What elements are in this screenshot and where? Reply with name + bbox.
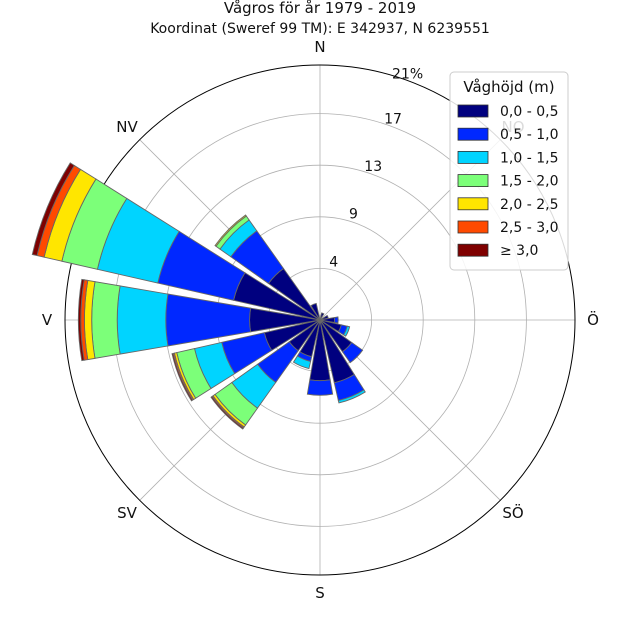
direction-label: S [315, 584, 325, 602]
rose-bar-segment [310, 302, 321, 321]
direction-label: Ö [587, 310, 599, 329]
rose-bar-segment [306, 379, 334, 396]
direction-label: V [42, 311, 53, 329]
legend-swatch [457, 197, 489, 211]
rose-bar-segment [333, 316, 339, 324]
ring-label: 9 [349, 207, 358, 223]
legend-label: 1,5 - 2,0 [500, 174, 558, 190]
ring-label: 21% [392, 66, 423, 82]
rose-bar-segment [77, 278, 85, 362]
legend-label: 2,5 - 3,0 [500, 220, 558, 236]
rose-bar-segment [31, 162, 75, 257]
legend-label: ≥ 3,0 [500, 243, 538, 259]
direction-labels: NNOÖSÖSSVVNV [42, 38, 599, 602]
direction-label: SÖ [502, 503, 523, 522]
rose-bar-segment [214, 214, 247, 247]
rose-bar-segment [292, 355, 312, 370]
legend-label: 2,0 - 2,5 [500, 197, 558, 213]
legend-swatch [457, 174, 489, 188]
legend-items: 0,0 - 0,5 0,5 - 1,0 1,0 - 1,5 1,5 - 2,0 2,0 … [457, 104, 558, 259]
ring-label: 4 [329, 254, 338, 270]
rose-bar-segment [319, 312, 325, 321]
rose-bar-segment [319, 314, 329, 321]
outer-circle [64, 64, 576, 576]
ring-labels: 4 9 13 17 21% [329, 66, 423, 270]
ring-label: 17 [384, 111, 402, 127]
rose-bar-segment [337, 389, 366, 404]
direction-label: N [314, 38, 325, 56]
rose-bar-segment [171, 352, 194, 402]
rose-bar-segment [210, 395, 245, 430]
direction-label: NV [116, 118, 138, 136]
legend-swatch [457, 127, 489, 141]
rose-bar-segment [165, 293, 252, 347]
rose-bar-segment [91, 281, 121, 359]
ring-label: 13 [364, 159, 382, 175]
legend-swatch [457, 243, 489, 257]
legend-label: 0,5 - 1,0 [500, 127, 558, 143]
legend-swatch [457, 220, 489, 234]
chart-title: Vågros för år 1979 - 2019 [224, 0, 416, 17]
rose-bar-segment [116, 285, 169, 355]
direction-label: SV [117, 504, 138, 522]
legend-swatch [457, 150, 489, 164]
legend-swatch [457, 104, 489, 118]
rose-bar-segment [341, 341, 364, 364]
legend-frame [449, 71, 569, 271]
chart-subtitle: Koordinat (Sweref 99 TM): E 342937, N 62… [150, 21, 490, 37]
legend: Våghöjd (m) 0,0 - 0,5 0,5 - 1,0 1,0 - 1,5 1… [449, 71, 569, 271]
legend-title: Våghöjd (m) [463, 78, 554, 96]
rose-bar-segment [343, 325, 351, 337]
legend-label: 0,0 - 0,5 [500, 104, 558, 120]
legend-label: 1,0 - 1,5 [500, 150, 558, 166]
rose-bars [31, 162, 366, 430]
